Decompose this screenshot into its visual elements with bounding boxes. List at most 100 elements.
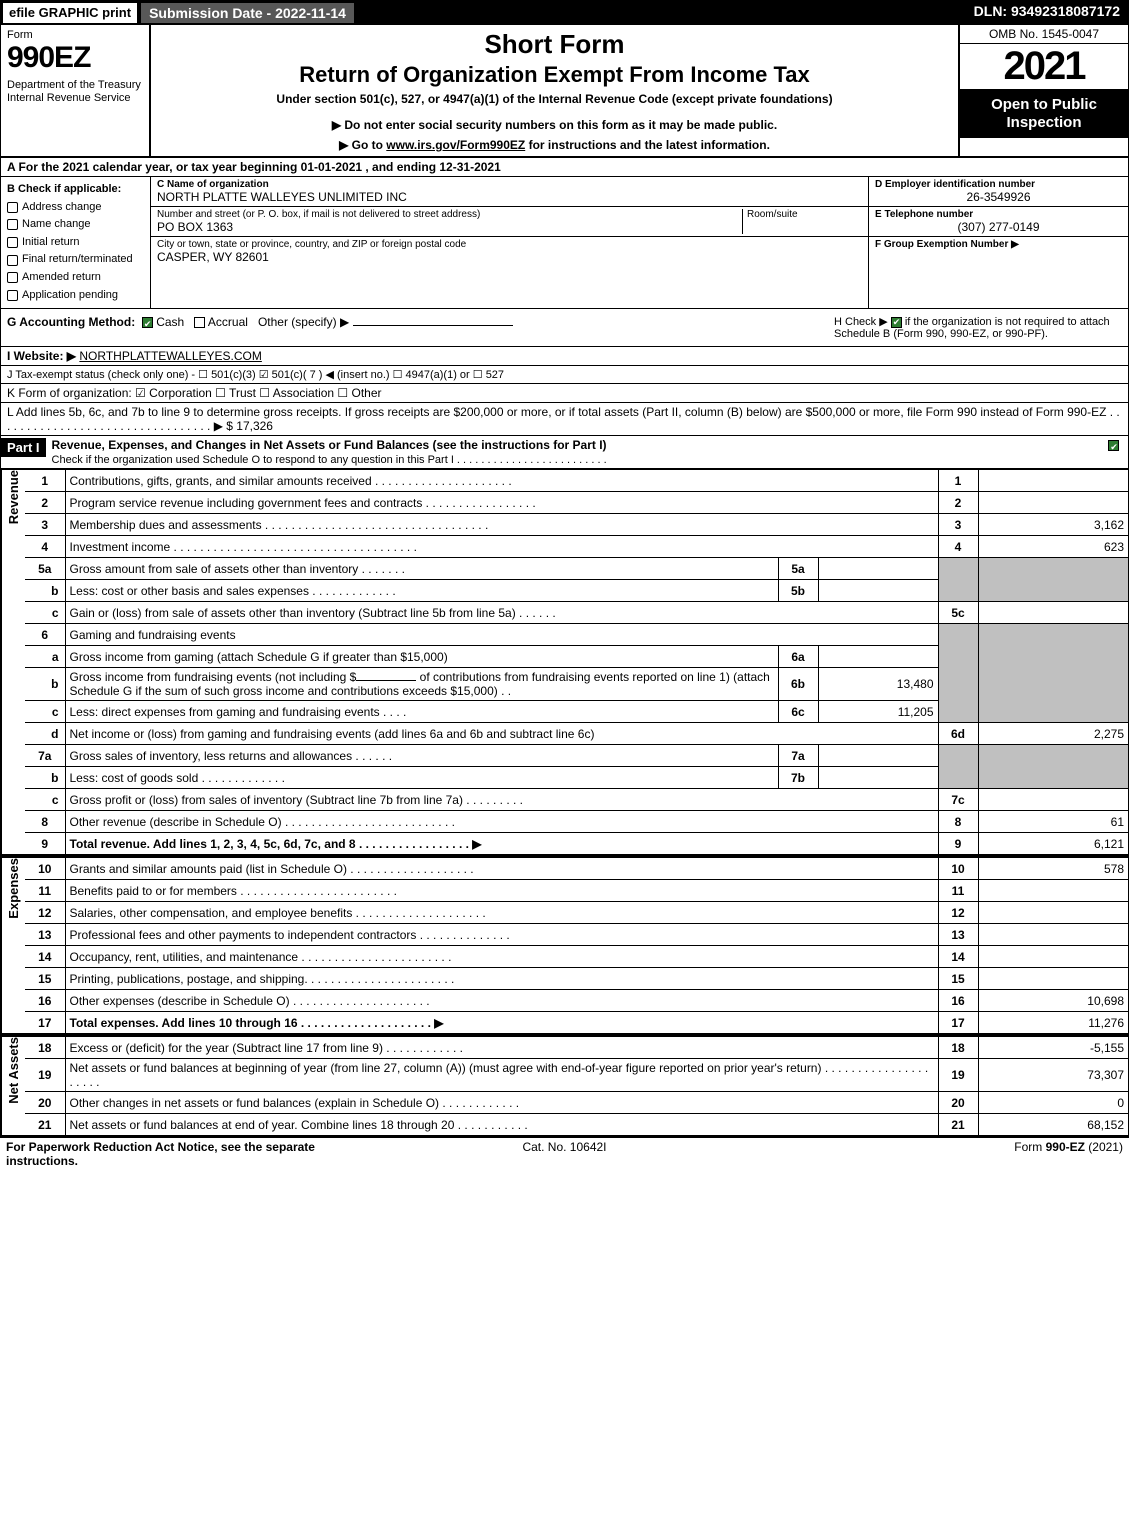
header-left: Form 990EZ Department of the Treasury In…: [1, 25, 151, 156]
cb-final-return[interactable]: Final return/terminated: [7, 251, 144, 269]
j-line: J Tax-exempt status (check only one) - ☐…: [1, 366, 1128, 384]
row-2: 2Program service revenue including gover…: [25, 492, 1128, 514]
header-mid: Short Form Return of Organization Exempt…: [151, 25, 958, 156]
l-text: L Add lines 5b, 6c, and 7b to line 9 to …: [7, 405, 1120, 433]
b-label: B Check if applicable:: [7, 181, 144, 199]
row-5a: 5aGross amount from sale of assets other…: [25, 558, 1128, 580]
line-a: A For the 2021 calendar year, or tax yea…: [1, 158, 1128, 177]
netassets-vlabel: Net Assets: [1, 1036, 25, 1136]
return-title: Return of Organization Exempt From Incom…: [155, 62, 954, 88]
row-8: 8Other revenue (describe in Schedule O) …: [25, 811, 1128, 833]
row-6: 6Gaming and fundraising events: [25, 624, 1128, 646]
gh-block: G Accounting Method: Cash Accrual Other …: [1, 309, 1128, 347]
page-footer: For Paperwork Reduction Act Notice, see …: [0, 1138, 1129, 1170]
expenses-section: Expenses 10Grants and similar amounts pa…: [1, 857, 1128, 1036]
cb-address-change-label: Address change: [22, 199, 102, 217]
l-value: 17,326: [236, 419, 273, 433]
part-i-tag: Part I: [1, 438, 46, 457]
cb-initial-return-label: Initial return: [22, 234, 79, 252]
row-7a: 7aGross sales of inventory, less returns…: [25, 745, 1128, 767]
row-5c: cGain or (loss) from sale of assets othe…: [25, 602, 1128, 624]
form-header: Form 990EZ Department of the Treasury In…: [1, 25, 1128, 158]
row-9: 9Total revenue. Add lines 1, 2, 3, 4, 5c…: [25, 833, 1128, 855]
c-name-label: C Name of organization: [157, 179, 862, 190]
ein-label: D Employer identification number: [875, 179, 1122, 190]
cb-pending[interactable]: Application pending: [7, 287, 144, 305]
g-line: G Accounting Method: Cash Accrual Other …: [1, 309, 828, 346]
row-3: 3Membership dues and assessments . . . .…: [25, 514, 1128, 536]
cb-amended[interactable]: Amended return: [7, 269, 144, 287]
grp-label: F Group Exemption Number ▶: [875, 239, 1122, 250]
room-label: Room/suite: [747, 209, 862, 220]
cb-schedule-b[interactable]: [891, 317, 902, 328]
form-number: 990EZ: [7, 41, 143, 75]
row-21: 21Net assets or fund balances at end of …: [25, 1114, 1128, 1136]
row-16: 16Other expenses (describe in Schedule O…: [25, 990, 1128, 1012]
part-i-sub: Check if the organization used Schedule …: [52, 454, 607, 466]
bf-block: B Check if applicable: Address change Na…: [1, 177, 1128, 309]
row-14: 14Occupancy, rent, utilities, and mainte…: [25, 946, 1128, 968]
addr-value: PO BOX 1363: [157, 220, 742, 234]
part-i-checkbox[interactable]: [1098, 438, 1128, 452]
i-label: I Website: ▶: [7, 349, 76, 363]
form-label: Form: [7, 29, 143, 41]
cat-no: Cat. No. 10642I: [378, 1140, 750, 1168]
cb-pending-label: Application pending: [22, 287, 118, 305]
row-20: 20Other changes in net assets or fund ba…: [25, 1092, 1128, 1114]
row-11: 11Benefits paid to or for members . . . …: [25, 880, 1128, 902]
h-pre: H Check ▶: [834, 316, 888, 328]
addr-label: Number and street (or P. O. box, if mail…: [157, 209, 742, 220]
cb-accrual[interactable]: [194, 317, 205, 328]
goto-line: Go to www.irs.gov/Form990EZ for instruct…: [155, 138, 954, 152]
cb-address-change[interactable]: Address change: [7, 199, 144, 217]
revenue-vlabel: Revenue: [1, 469, 25, 855]
i-line: I Website: ▶ NORTHPLATTEWALLEYES.COM: [1, 347, 1128, 366]
grp-row: F Group Exemption Number ▶: [869, 237, 1128, 252]
website-link[interactable]: NORTHPLATTEWALLEYES.COM: [79, 349, 261, 363]
city-value: CASPER, WY 82601: [157, 250, 862, 264]
under-section: Under section 501(c), 527, or 4947(a)(1)…: [155, 92, 954, 106]
expenses-table: 10Grants and similar amounts paid (list …: [25, 857, 1128, 1034]
goto-post: for instructions and the latest informat…: [525, 138, 770, 152]
cb-initial-return[interactable]: Initial return: [7, 234, 144, 252]
row-12: 12Salaries, other compensation, and empl…: [25, 902, 1128, 924]
k-line: K Form of organization: ☑ Corporation ☐ …: [1, 384, 1128, 403]
row-15: 15Printing, publications, postage, and s…: [25, 968, 1128, 990]
city-row: City or town, state or province, country…: [151, 237, 868, 266]
h-line: H Check ▶ if the organization is not req…: [828, 309, 1128, 346]
part-i-header: Part I Revenue, Expenses, and Changes in…: [1, 436, 1128, 469]
col-c: C Name of organization NORTH PLATTE WALL…: [151, 177, 868, 308]
part-i-title: Revenue, Expenses, and Changes in Net As…: [46, 438, 1098, 466]
short-form-title: Short Form: [155, 29, 954, 60]
row-6d: dNet income or (loss) from gaming and fu…: [25, 723, 1128, 745]
cb-cash[interactable]: [142, 317, 153, 328]
netassets-table: 18Excess or (deficit) for the year (Subt…: [25, 1036, 1128, 1136]
cb-final-return-label: Final return/terminated: [22, 251, 133, 269]
paperwork-notice: For Paperwork Reduction Act Notice, see …: [6, 1140, 378, 1168]
org-name-row: C Name of organization NORTH PLATTE WALL…: [151, 177, 868, 207]
6b-blank[interactable]: [356, 680, 416, 681]
top-bar: efile GRAPHIC print Submission Date - 20…: [1, 1, 1128, 25]
row-4: 4Investment income . . . . . . . . . . .…: [25, 536, 1128, 558]
row-13: 13Professional fees and other payments t…: [25, 924, 1128, 946]
cb-name-change[interactable]: Name change: [7, 216, 144, 234]
irs-link[interactable]: www.irs.gov/Form990EZ: [386, 138, 525, 152]
omb-number: OMB No. 1545-0047: [960, 25, 1128, 44]
tax-year: 2021: [960, 44, 1128, 90]
cash-label: Cash: [156, 315, 184, 329]
other-input[interactable]: [353, 325, 513, 326]
cb-amended-label: Amended return: [22, 269, 101, 287]
efile-print-button[interactable]: efile GRAPHIC print: [1, 1, 139, 25]
expenses-vlabel: Expenses: [1, 857, 25, 1034]
open-public: Open to Public Inspection: [960, 90, 1128, 138]
row-19: 19Net assets or fund balances at beginni…: [25, 1059, 1128, 1092]
tel-label: E Telephone number: [875, 209, 1122, 220]
row-18: 18Excess or (deficit) for the year (Subt…: [25, 1037, 1128, 1059]
row-10: 10Grants and similar amounts paid (list …: [25, 858, 1128, 880]
addr-row: Number and street (or P. O. box, if mail…: [151, 207, 868, 237]
revenue-table: 1Contributions, gifts, grants, and simil…: [25, 469, 1128, 855]
department: Department of the Treasury Internal Reve…: [7, 79, 143, 105]
goto-pre: Go to: [352, 138, 387, 152]
netassets-section: Net Assets 18Excess or (deficit) for the…: [1, 1036, 1128, 1137]
form-ref: Form 990-EZ (2021): [751, 1140, 1123, 1168]
